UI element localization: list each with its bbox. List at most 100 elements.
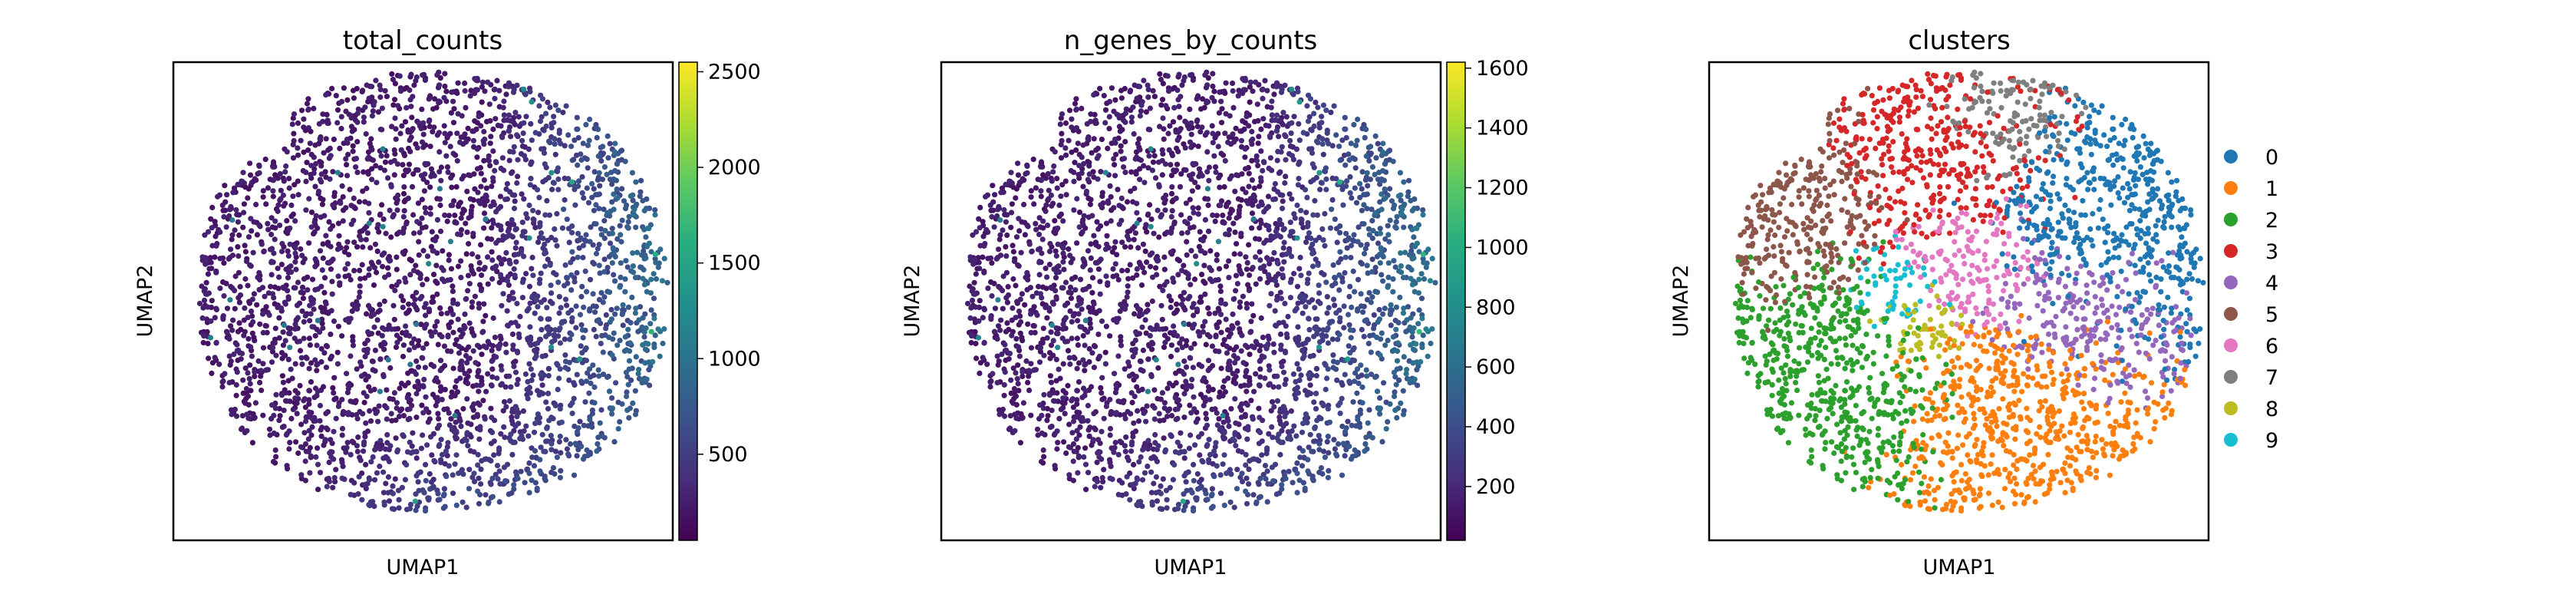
scatter-point: [1109, 409, 1115, 416]
scatter-point: [1159, 172, 1165, 178]
scatter-point: [1076, 210, 1083, 216]
scatter-point: [617, 223, 623, 229]
scatter-point: [453, 502, 460, 509]
scatter-point: [566, 377, 572, 383]
scatter-point: [504, 278, 511, 284]
scatter-point: [584, 185, 590, 191]
scatter-point: [620, 322, 626, 328]
scatter-point: [1191, 394, 1197, 400]
scatter-point: [609, 199, 615, 205]
scatter-point: [263, 201, 269, 207]
scatter-point: [245, 370, 251, 376]
scatter-point: [1125, 283, 1131, 289]
scatter-point: [396, 505, 402, 511]
scatter-point: [535, 304, 541, 310]
scatter-point: [622, 206, 629, 212]
scatter-point: [212, 233, 219, 239]
scatter-point: [1103, 403, 1109, 410]
scatter-point: [544, 198, 550, 204]
scatter-point: [1216, 319, 1222, 325]
scatter-point: [1207, 248, 1214, 254]
scatter-point: [545, 237, 551, 243]
scatter-point: [564, 446, 571, 452]
scatter-point: [1076, 163, 1082, 169]
scatter-point: [305, 147, 311, 154]
scatter-point: [339, 397, 345, 403]
scatter-point: [393, 344, 400, 350]
scatter-point: [1122, 170, 1128, 176]
scatter-point: [354, 139, 361, 145]
scatter-point: [1016, 309, 1023, 315]
scatter-point: [1279, 221, 1285, 227]
scatter-point: [1036, 272, 1043, 278]
scatter-point: [1268, 104, 1274, 111]
scatter-point: [483, 216, 489, 223]
scatter-point: [342, 266, 348, 272]
scatter-point: [1251, 185, 1257, 191]
scatter-point: [1205, 388, 1211, 394]
scatter-point: [260, 412, 266, 418]
scatter-point: [1161, 136, 1167, 142]
scatter-point: [397, 73, 403, 79]
scatter-point: [417, 272, 423, 278]
scatter-point: [302, 418, 309, 424]
scatter-point: [1145, 302, 1151, 308]
scatter-point: [399, 123, 405, 129]
scatter-point: [1270, 341, 1276, 347]
scatter-point: [542, 263, 548, 269]
scatter-point: [638, 376, 645, 383]
scatter-point: [437, 368, 443, 374]
scatter-point: [458, 423, 464, 430]
scatter-point: [633, 224, 639, 230]
scatter-point: [499, 302, 505, 309]
scatter-point: [554, 210, 560, 217]
scatter-point: [1070, 404, 1076, 411]
scatter-point: [584, 378, 590, 385]
scatter-point: [348, 113, 355, 119]
scatter-point: [243, 385, 249, 392]
scatter-point: [295, 279, 301, 286]
scatter-point: [1095, 226, 1102, 233]
scatter-point: [1016, 228, 1023, 234]
scatter-point: [1185, 272, 1191, 278]
scatter-point: [489, 276, 496, 282]
scatter-point: [489, 429, 496, 436]
scatter-point: [564, 216, 570, 223]
scatter-point: [976, 318, 982, 324]
scatter-point: [596, 262, 602, 269]
scatter-point: [441, 123, 447, 129]
scatter-point: [996, 323, 1002, 329]
scatter-point: [355, 106, 361, 112]
scatter-point: [323, 92, 329, 98]
scatter-point: [1160, 287, 1166, 294]
scatter-point: [1089, 275, 1096, 281]
scatter-point: [306, 397, 312, 403]
scatter-point: [1201, 262, 1207, 269]
scatter-point: [562, 143, 568, 149]
scatter-point: [350, 342, 357, 348]
scatter-point: [233, 413, 240, 419]
scatter-point: [1182, 219, 1188, 225]
scatter-point: [1116, 113, 1123, 119]
scatter-point: [423, 341, 430, 347]
scatter-point: [641, 334, 647, 340]
scatter-point: [364, 185, 370, 192]
scatter-point: [219, 255, 226, 261]
scatter-point: [1223, 111, 1229, 117]
scatter-point: [1188, 432, 1194, 438]
scatter-point: [213, 339, 219, 345]
scatter-point: [992, 305, 999, 312]
scatter-point: [502, 478, 509, 484]
scatter-point: [298, 444, 304, 450]
scatter-point: [380, 469, 387, 475]
scatter-point: [1077, 300, 1084, 306]
scatter-point: [351, 195, 357, 201]
scatter-point: [1071, 355, 1077, 361]
scatter-point: [1234, 215, 1240, 221]
scatter-point: [647, 321, 654, 327]
scatter-point: [1155, 257, 1161, 263]
scatter-point: [1108, 85, 1115, 91]
scatter-point: [1254, 101, 1260, 107]
scatter-point: [544, 305, 550, 311]
scatter-point: [1144, 403, 1150, 409]
